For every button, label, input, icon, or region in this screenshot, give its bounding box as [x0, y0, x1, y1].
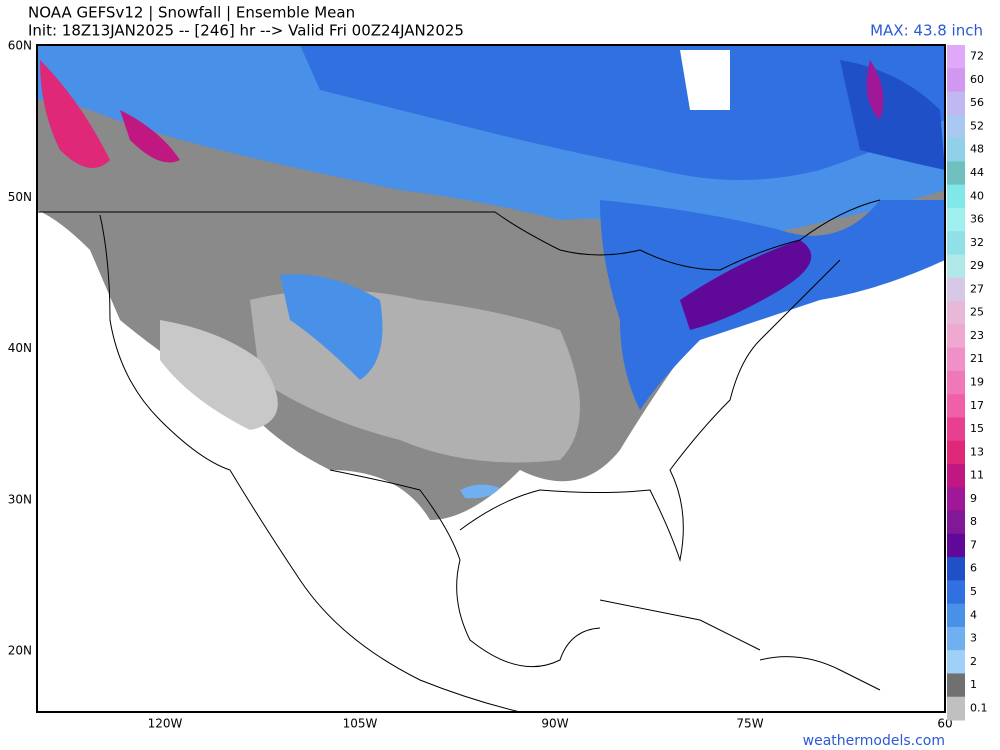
colorbar-swatch	[947, 510, 965, 535]
colorbar-swatch	[947, 557, 965, 581]
snow-field	[37, 45, 945, 520]
colorbar-label: 19	[970, 376, 984, 389]
colorbar-swatch	[947, 370, 965, 395]
colorbar-label: 29	[970, 259, 984, 272]
colorbar-label: 0.1	[970, 701, 988, 714]
colorbar-label: 5	[970, 585, 977, 598]
colorbar-label: 36	[970, 213, 984, 226]
colorbar-swatch	[947, 91, 965, 116]
colorbar-swatch	[947, 254, 965, 279]
colorbar-swatch	[947, 440, 965, 465]
colorbar-swatch	[947, 114, 965, 139]
colorbar-swatch	[947, 184, 965, 209]
colorbar-swatch	[947, 45, 965, 69]
colorbar-swatch	[947, 533, 965, 558]
colorbar-label: 60	[970, 73, 984, 86]
colorbar-label: 40	[970, 189, 984, 202]
colorbar-label: 9	[970, 492, 977, 505]
colorbar-swatch	[947, 650, 965, 674]
map-frame	[36, 44, 946, 713]
colorbar-label: 25	[970, 306, 984, 319]
colorbar-label: 27	[970, 282, 984, 295]
colorbar: 7260565248444036322927252321191715131198…	[947, 45, 988, 721]
lon-label: 75W	[736, 717, 763, 731]
lon-label: 90W	[541, 717, 568, 731]
colorbar-swatch	[947, 138, 965, 162]
colorbar-swatch	[947, 301, 965, 325]
latitude-labels: 60N 50N 40N 30N 20N	[8, 39, 32, 658]
colorbar-swatch	[947, 394, 965, 418]
colorbar-swatch	[947, 207, 965, 232]
lat-label: 50N	[8, 190, 32, 204]
lat-label: 30N	[8, 492, 32, 506]
colorbar-label: 52	[970, 119, 984, 132]
colorbar-label: 15	[970, 422, 984, 435]
colorbar-label: 11	[970, 469, 984, 482]
colorbar-label: 56	[970, 96, 984, 109]
colorbar-swatch	[947, 603, 965, 628]
longitude-labels: 120W 105W 90W 75W 60	[148, 717, 953, 731]
max-label: MAX: 43.8 inch	[870, 22, 983, 40]
colorbar-swatch	[947, 161, 965, 186]
colorbar-label: 72	[970, 50, 984, 63]
colorbar-label: 23	[970, 329, 984, 342]
colorbar-label: 32	[970, 236, 984, 249]
colorbar-swatch	[947, 487, 965, 512]
colorbar-swatch	[947, 673, 965, 698]
colorbar-swatch	[947, 324, 965, 349]
map	[36, 44, 946, 713]
lat-label: 60N	[8, 39, 32, 53]
subtitle: Init: 18Z13JAN2025 -- [246] hr --> Valid…	[28, 22, 464, 40]
lat-label: 40N	[8, 341, 32, 355]
colorbar-label: 4	[970, 608, 977, 621]
colorbar-swatch	[947, 463, 965, 488]
colorbar-swatch	[947, 68, 965, 93]
lon-label: 120W	[148, 717, 183, 731]
lon-label: 105W	[343, 717, 378, 731]
colorbar-swatch	[947, 626, 965, 651]
colorbar-label: 7	[970, 538, 977, 551]
credit: weathermodels.com	[803, 733, 945, 749]
colorbar-label: 48	[970, 143, 984, 156]
colorbar-swatch	[947, 696, 965, 721]
colorbar-swatch	[947, 417, 965, 442]
colorbar-label: 1	[970, 678, 977, 691]
colorbar-label: 17	[970, 399, 984, 412]
colorbar-swatch	[947, 231, 965, 255]
colorbar-swatch	[947, 347, 965, 372]
colorbar-swatch	[947, 580, 965, 605]
boundaries	[37, 199, 881, 712]
colorbar-label: 13	[970, 445, 984, 458]
colorbar-label: 2	[970, 655, 977, 668]
colorbar-label: 6	[970, 562, 977, 575]
lat-label: 20N	[8, 644, 32, 658]
colorbar-label: 44	[970, 166, 984, 179]
colorbar-label: 21	[970, 352, 984, 365]
title: NOAA GEFSv12 | Snowfall | Ensemble Mean	[28, 4, 355, 22]
colorbar-swatch	[947, 277, 965, 302]
colorbar-label: 3	[970, 632, 977, 645]
colorbar-label: 8	[970, 515, 977, 528]
